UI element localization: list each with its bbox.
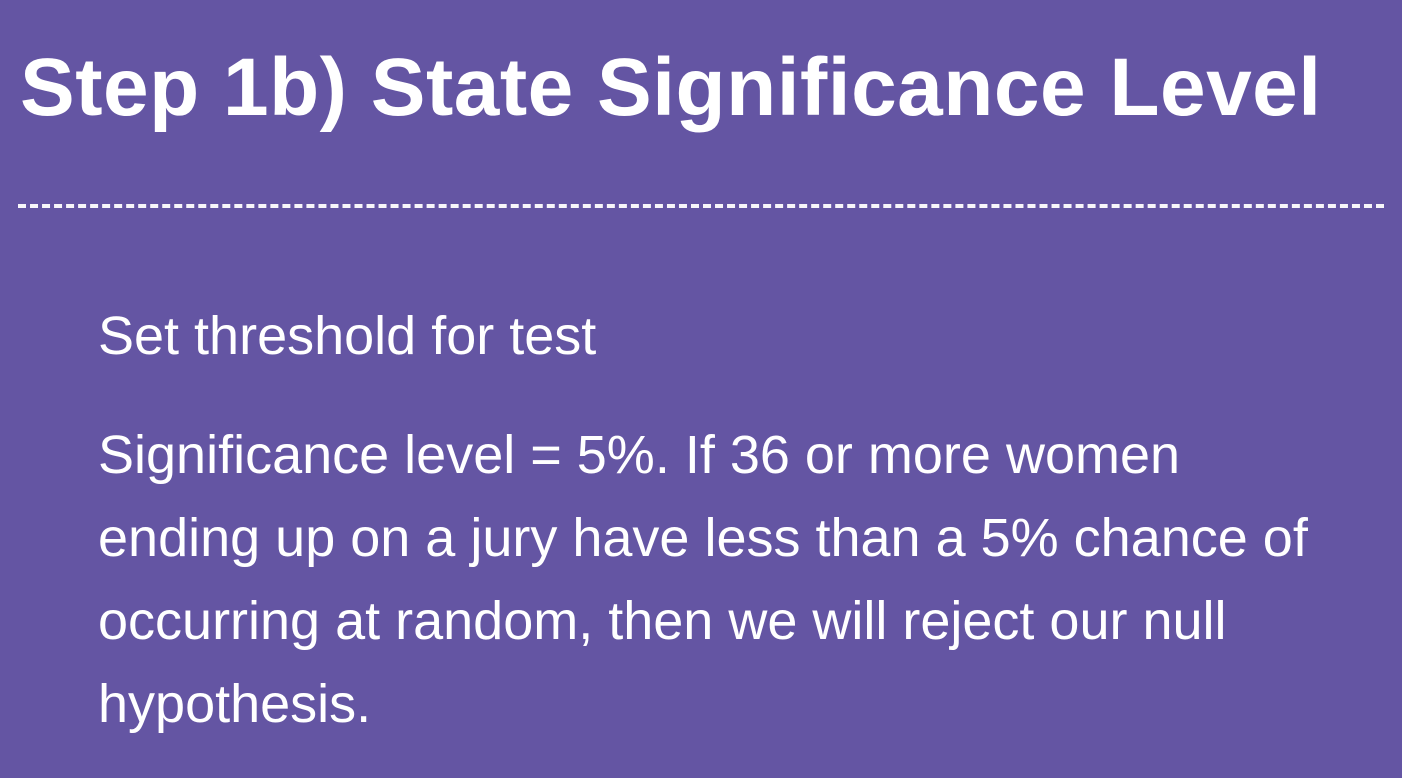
threshold-text: Set threshold for test [98,306,597,366]
slide-title: Step 1b) State Significance Level [20,42,1322,133]
dashed-divider [18,204,1384,208]
significance-description: Significance level = 5%. If 36 or more w… [98,425,1308,734]
